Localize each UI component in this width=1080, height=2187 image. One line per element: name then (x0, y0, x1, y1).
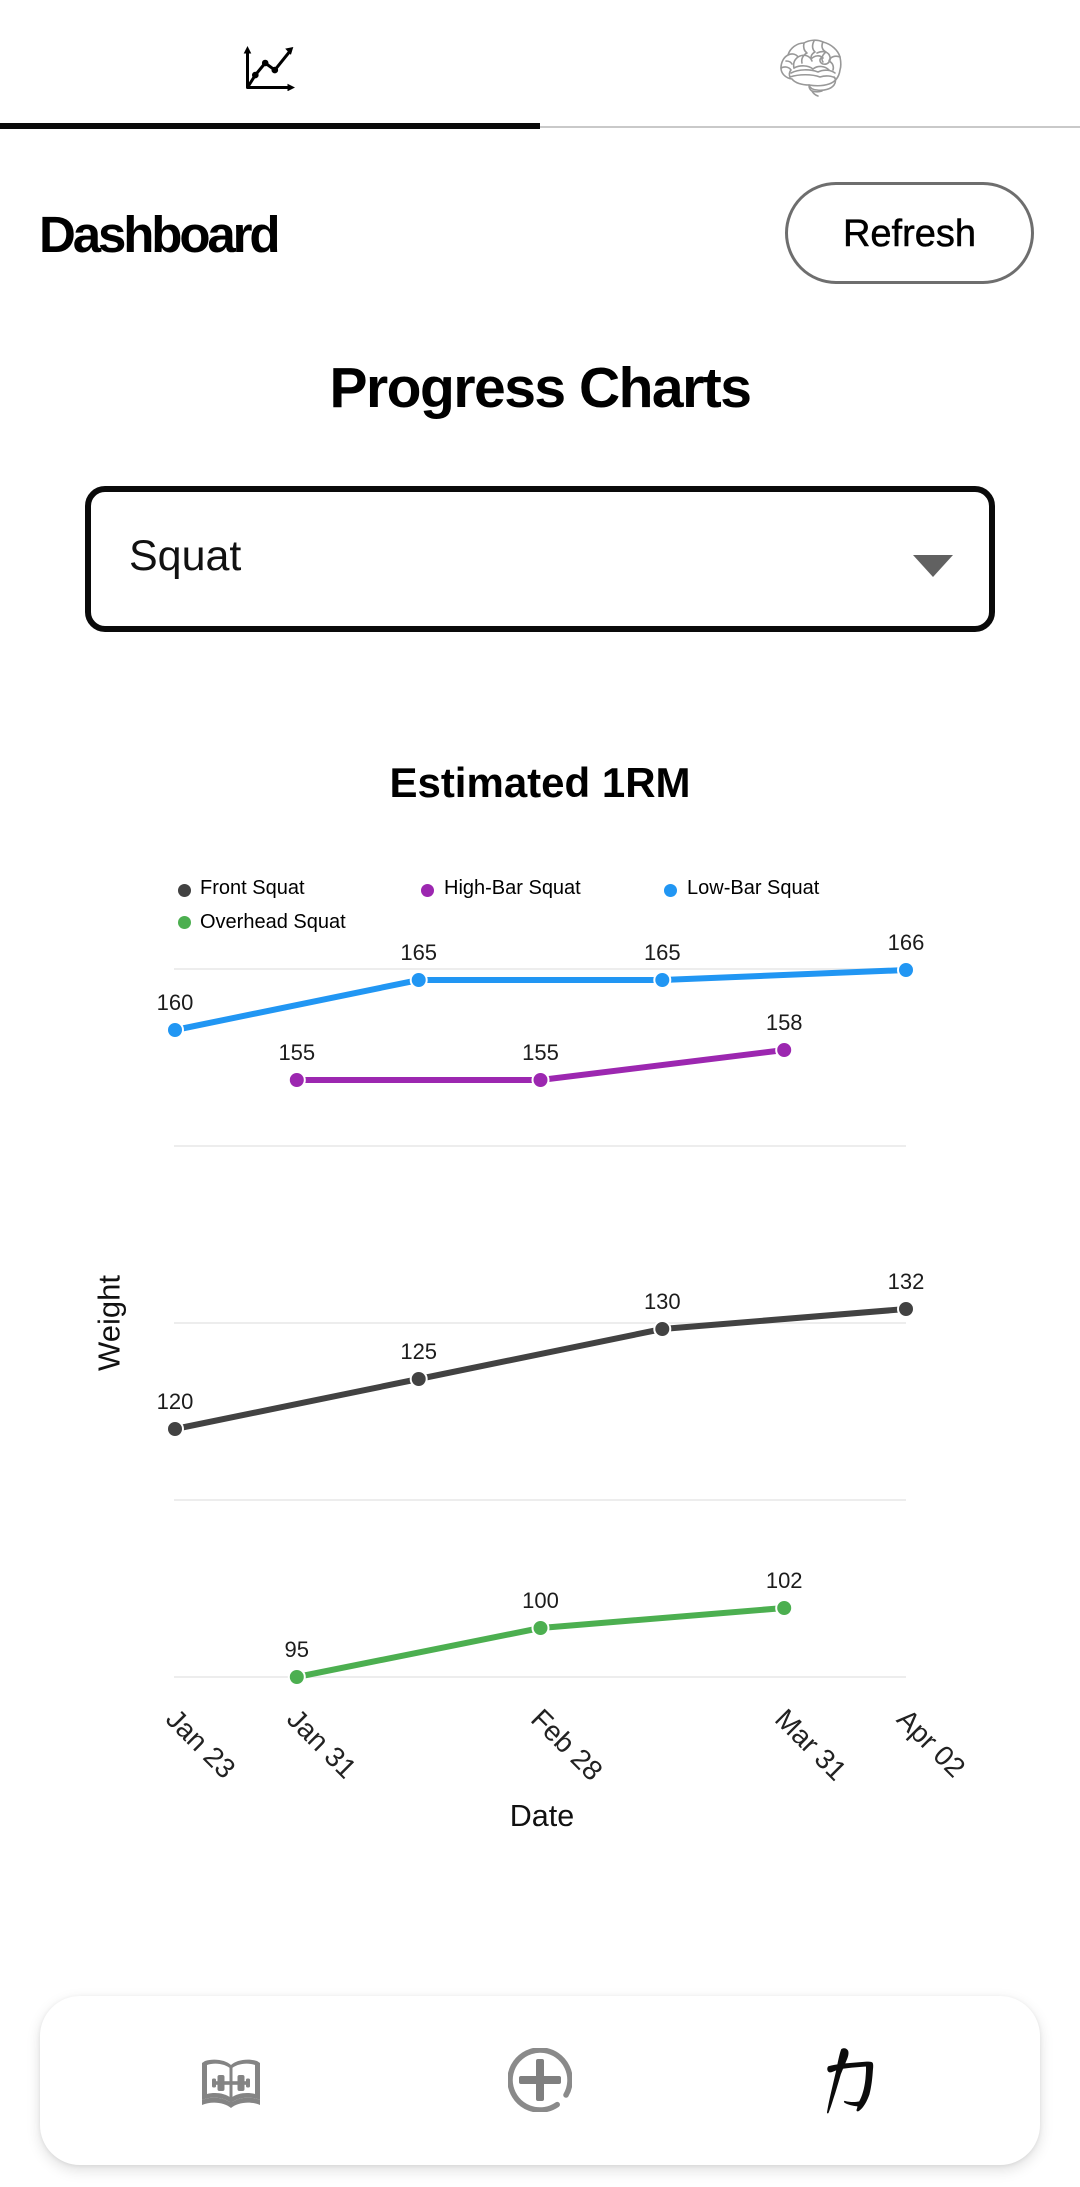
svg-text:102: 102 (766, 1568, 803, 1593)
svg-text:165: 165 (644, 940, 681, 965)
svg-text:120: 120 (157, 1389, 194, 1414)
svg-text:166: 166 (888, 930, 925, 955)
svg-text:155: 155 (522, 1040, 559, 1065)
svg-text:95: 95 (285, 1637, 309, 1662)
svg-text:125: 125 (400, 1339, 437, 1364)
svg-text:158: 158 (766, 1010, 803, 1035)
svg-text:155: 155 (278, 1040, 315, 1065)
svg-text:130: 130 (644, 1289, 681, 1314)
svg-text:165: 165 (400, 940, 437, 965)
svg-text:160: 160 (157, 990, 194, 1015)
svg-text:100: 100 (522, 1588, 559, 1613)
svg-text:132: 132 (888, 1269, 925, 1294)
